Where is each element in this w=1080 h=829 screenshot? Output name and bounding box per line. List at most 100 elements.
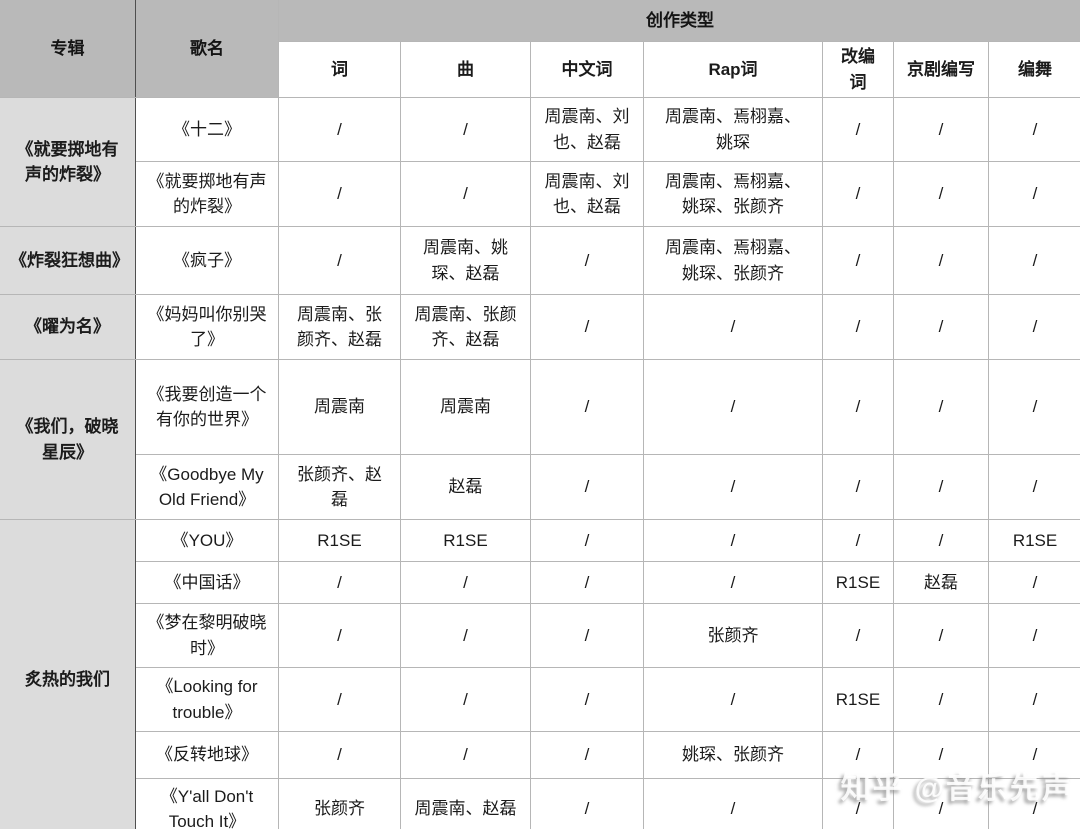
credit-cell-rap-lyrics: / bbox=[643, 667, 823, 732]
table-row: 《Looking for trouble》 / / / / R1SE / / bbox=[0, 667, 1080, 732]
credit-cell-chinese-lyrics: / bbox=[530, 561, 644, 604]
credit-cell-chinese-lyrics: / bbox=[530, 778, 644, 829]
song-title-cell: 《Y'all Don't Touch It》 bbox=[135, 778, 279, 829]
credit-cell-choreography: / bbox=[987, 561, 1080, 604]
credit-cell-opera-writing: / bbox=[893, 667, 989, 732]
credit-cell-opera-writing: / bbox=[893, 778, 989, 829]
credit-cell-rap-lyrics: 周震南、焉栩嘉、姚琛 bbox=[643, 97, 823, 162]
credit-cell-music: 周震南、姚琛、赵磊 bbox=[400, 226, 531, 295]
credit-cell-choreography: / bbox=[987, 161, 1080, 227]
header-opera-writing: 京剧编写 bbox=[893, 41, 989, 98]
table-row: 《中国话》 / / / / R1SE 赵磊 / bbox=[0, 561, 1080, 604]
credit-cell-choreography: / bbox=[987, 294, 1080, 360]
credit-cell-adapted-lyrics: / bbox=[822, 359, 894, 455]
credit-cell-chinese-lyrics: / bbox=[530, 226, 644, 295]
credit-cell-music: 赵磊 bbox=[400, 454, 531, 520]
header-rap-lyrics: Rap词 bbox=[643, 41, 823, 98]
album-cell: 《我们，破晓星辰》 bbox=[0, 359, 136, 520]
credit-cell-choreography: / bbox=[987, 778, 1080, 829]
song-title-cell: 《Goodbye My Old Friend》 bbox=[135, 454, 279, 520]
album-cell: 《就要掷地有声的炸裂》 bbox=[0, 97, 136, 227]
credit-cell-lyrics: / bbox=[278, 667, 401, 732]
credit-cell-opera-writing: / bbox=[893, 454, 989, 520]
credit-cell-music: 周震南、赵磊 bbox=[400, 778, 531, 829]
credit-cell-choreography: / bbox=[987, 603, 1080, 668]
album-cell: 《曜为名》 bbox=[0, 294, 136, 360]
table-row: 《Y'all Don't Touch It》 张颜齐 周震南、赵磊 / / / / / bbox=[0, 778, 1080, 829]
credit-cell-adapted-lyrics: R1SE bbox=[822, 667, 894, 732]
credit-cell-lyrics: 张颜齐、赵磊 bbox=[278, 454, 401, 520]
credit-cell-lyrics: / bbox=[278, 226, 401, 295]
credit-cell-opera-writing: / bbox=[893, 97, 989, 162]
credit-cell-choreography: R1SE bbox=[987, 519, 1080, 562]
table-row: 《就要掷地有声的炸裂》 《十二》 / / 周震南、刘也、赵磊 周震南、焉栩嘉、姚琛 / / / bbox=[0, 97, 1080, 227]
credit-cell-rap-lyrics: 张颜齐 bbox=[643, 603, 823, 668]
credit-cell-lyrics: 张颜齐 bbox=[278, 778, 401, 829]
credit-cell-lyrics: / bbox=[278, 603, 401, 668]
header-adapted-lyrics: 改编词 bbox=[822, 41, 894, 98]
song-title-cell: 《反转地球》 bbox=[135, 731, 279, 779]
table-row: 《反转地球》 / / / 姚琛、张颜齐 / / / bbox=[0, 731, 1080, 779]
header-music: 曲 bbox=[400, 41, 531, 98]
credit-cell-rap-lyrics: / bbox=[643, 294, 823, 360]
header-album: 专辑 bbox=[0, 0, 136, 98]
credit-cell-rap-lyrics: / bbox=[643, 359, 823, 455]
credit-cell-opera-writing: / bbox=[893, 161, 989, 227]
credit-cell-music: 周震南 bbox=[400, 359, 531, 455]
table-row: 《梦在黎明破晓时》 / / / 张颜齐 / / / bbox=[0, 603, 1080, 668]
credit-cell-rap-lyrics: 周震南、焉栩嘉、姚琛、张颜齐 bbox=[643, 226, 823, 295]
credit-cell-rap-lyrics: / bbox=[643, 778, 823, 829]
header-song: 歌名 bbox=[135, 0, 279, 98]
credit-cell-rap-lyrics: / bbox=[643, 561, 823, 604]
song-title-cell: 《妈妈叫你别哭了》 bbox=[135, 294, 279, 360]
credit-cell-music: 周震南、张颜齐、赵磊 bbox=[400, 294, 531, 360]
credit-cell-chinese-lyrics: / bbox=[530, 294, 644, 360]
credit-cell-lyrics: R1SE bbox=[278, 519, 401, 562]
credit-cell-opera-writing: / bbox=[893, 359, 989, 455]
credit-cell-choreography: / bbox=[987, 667, 1080, 732]
song-title-cell: 《Looking for trouble》 bbox=[135, 667, 279, 732]
credit-cell-chinese-lyrics: / bbox=[530, 603, 644, 668]
header-lyrics: 词 bbox=[278, 41, 401, 98]
credit-cell-lyrics: 周震南、张颜齐、赵磊 bbox=[278, 294, 401, 360]
credit-cell-choreography: / bbox=[987, 454, 1080, 520]
credit-cell-chinese-lyrics: / bbox=[530, 667, 644, 732]
credit-cell-rap-lyrics: / bbox=[643, 454, 823, 520]
credit-cell-chinese-lyrics: / bbox=[530, 454, 644, 520]
credit-cell-lyrics: / bbox=[278, 731, 401, 779]
credit-cell-choreography: / bbox=[987, 97, 1080, 162]
credit-cell-adapted-lyrics: / bbox=[822, 603, 894, 668]
credit-cell-chinese-lyrics: / bbox=[530, 519, 644, 562]
table-row: 炙热的我们 《YOU》 R1SE R1SE / / / / R1SE bbox=[0, 519, 1080, 829]
credit-cell-music: / bbox=[400, 97, 531, 162]
credit-cell-chinese-lyrics: 周震南、刘也、赵磊 bbox=[530, 97, 644, 162]
credit-cell-opera-writing: / bbox=[893, 731, 989, 779]
header-creation-type: 创作类型 bbox=[277, 0, 1080, 42]
song-title-cell: 《梦在黎明破晓时》 bbox=[135, 603, 279, 668]
credit-cell-opera-writing: / bbox=[893, 519, 989, 562]
credit-cell-lyrics: / bbox=[278, 561, 401, 604]
header-chinese-lyrics: 中文词 bbox=[530, 41, 644, 98]
credit-cell-adapted-lyrics: / bbox=[822, 778, 894, 829]
song-title-cell: 《疯子》 bbox=[135, 226, 279, 295]
credit-cell-adapted-lyrics: / bbox=[822, 294, 894, 360]
credit-cell-choreography: / bbox=[987, 731, 1080, 779]
credit-cell-chinese-lyrics: / bbox=[530, 731, 644, 779]
header-row-top: 专辑 歌名 创作类型 bbox=[0, 0, 1080, 98]
credit-cell-music: / bbox=[400, 161, 531, 227]
credit-cell-music: / bbox=[400, 603, 531, 668]
table-row: 《Goodbye My Old Friend》 张颜齐、赵磊 赵磊 / / / / / bbox=[0, 454, 1080, 520]
credit-cell-adapted-lyrics: / bbox=[822, 454, 894, 520]
credit-cell-lyrics: / bbox=[278, 97, 401, 162]
credit-cell-chinese-lyrics: 周震南、刘也、赵磊 bbox=[530, 161, 644, 227]
credit-cell-lyrics: 周震南 bbox=[278, 359, 401, 455]
credit-cell-adapted-lyrics: / bbox=[822, 731, 894, 779]
credit-cell-music: / bbox=[400, 731, 531, 779]
credit-cell-music: / bbox=[400, 561, 531, 604]
album-cell: 炙热的我们 bbox=[0, 519, 136, 829]
song-title-cell: 《十二》 bbox=[135, 97, 279, 162]
credit-cell-choreography: / bbox=[987, 226, 1080, 295]
table-row: 《就要掷地有声的炸裂》 / / 周震南、刘也、赵磊 周震南、焉栩嘉、姚琛、张颜齐 / / / bbox=[0, 161, 1080, 227]
